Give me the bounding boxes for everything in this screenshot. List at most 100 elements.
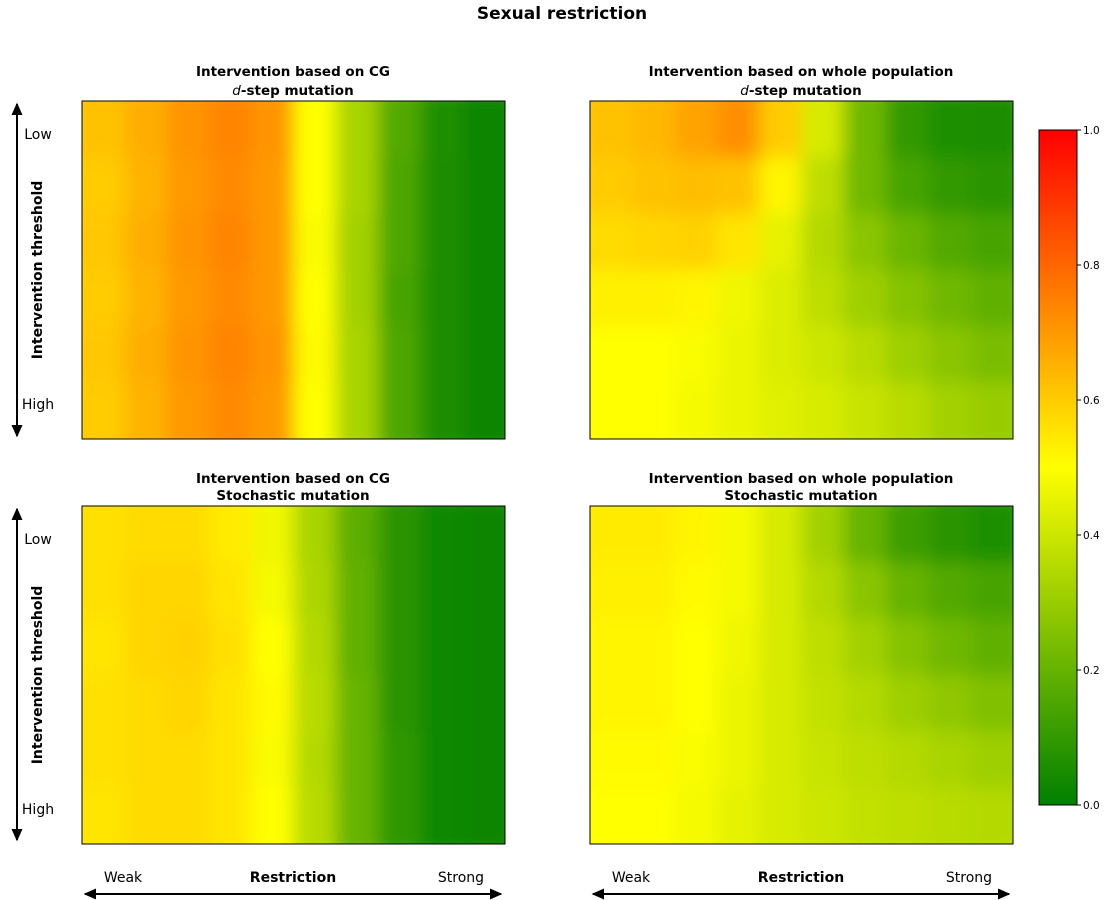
- heatmap-cell: [590, 731, 634, 789]
- heatmap-cell: [928, 213, 972, 271]
- heatmap-cell: [801, 787, 845, 844]
- colorbar-ticks: 0.0 0.2 0.4 0.6 0.8 1.0: [1077, 125, 1100, 812]
- heatmap-cell: [759, 675, 803, 733]
- heatmap-cell: [886, 157, 930, 215]
- heatmap-cell: [759, 562, 803, 620]
- panel-whole-dstep: Intervention based on whole population d…: [589, 64, 1014, 440]
- x-axis-label: Restriction: [250, 870, 336, 886]
- heatmap-cell: [462, 675, 505, 733]
- heatmap-cell: [886, 270, 930, 328]
- heatmap-cell: [82, 101, 126, 159]
- heatmap-cell: [590, 101, 634, 159]
- heatmap-cell: [674, 618, 718, 676]
- colorbar-tick-label: 0.4: [1083, 530, 1100, 542]
- colorbar-tick-label: 1.0: [1083, 125, 1100, 137]
- heatmap-cell: [208, 270, 253, 328]
- heatmap-cell: [82, 562, 126, 620]
- heatmap-cell: [716, 675, 761, 733]
- x-weak-label: Weak: [612, 870, 651, 886]
- heatmap-cell: [251, 618, 295, 676]
- heatmap-cell: [293, 562, 337, 620]
- heatmap-cell: [208, 618, 253, 676]
- heatmap-cell: [759, 787, 803, 844]
- heatmap-cell: [632, 157, 676, 215]
- heatmap-cell: [928, 618, 972, 676]
- heatmap-cell: [293, 675, 337, 733]
- heatmap-cell: [420, 675, 464, 733]
- heatmap-cell: [674, 506, 718, 564]
- panel-frame: [81, 100, 506, 440]
- heatmap-cell: [970, 562, 1013, 620]
- heatmap-cell: [251, 213, 295, 271]
- heatmap-cell: [82, 326, 126, 384]
- colorbar-gradient: [1038, 129, 1078, 806]
- heatmap-cell: [293, 506, 337, 564]
- heatmap-cell: [166, 213, 210, 271]
- heatmap-cell: [801, 270, 845, 328]
- heatmap-cell: [843, 675, 888, 733]
- heatmap-cell: [335, 506, 380, 564]
- heatmap-cell: [674, 326, 718, 384]
- heatmap-cell: [462, 618, 505, 676]
- heatmap-cell: [632, 731, 676, 789]
- heatmap-cell: [82, 157, 126, 215]
- heatmap-cell: [886, 382, 930, 439]
- heatmap-cell: [251, 157, 295, 215]
- heatmap-cell: [674, 382, 718, 439]
- heatmap-cell: [82, 675, 126, 733]
- heatmap-cell: [378, 787, 422, 844]
- heatmap-cell: [632, 326, 676, 384]
- heatmap-cell: [886, 675, 930, 733]
- heatmap-cell: [716, 562, 761, 620]
- heatmap-cell: [251, 101, 295, 159]
- heatmap-cell: [335, 382, 380, 439]
- heatmap-cell: [716, 618, 761, 676]
- heatmap-cell: [251, 270, 295, 328]
- panel-title-rest: Stochastic mutation: [724, 488, 877, 504]
- heatmap-cell: [378, 270, 422, 328]
- heatmap-cell: [166, 382, 210, 439]
- heatmap-cell: [166, 157, 210, 215]
- heatmap-cell: [378, 506, 422, 564]
- heatmap-cell: [124, 562, 168, 620]
- heatmap-cell: [632, 382, 676, 439]
- panel-cg-stochastic: Intervention based on CG Stochastic muta…: [81, 471, 506, 845]
- heatmap-cell: [124, 213, 168, 271]
- heatmap-cell: [843, 157, 888, 215]
- heatmap-cell: [462, 101, 505, 159]
- heatmap-cell: [335, 326, 380, 384]
- heatmap-cell: [716, 382, 761, 439]
- heatmap-cell: [759, 270, 803, 328]
- heatmap-cell: [801, 506, 845, 564]
- panel-frame: [589, 100, 1014, 440]
- heatmap-cell: [293, 157, 337, 215]
- heatmap-cell: [166, 270, 210, 328]
- heatmap-cell: [251, 326, 295, 384]
- heatmap-cell: [590, 326, 634, 384]
- heatmap-cell: [208, 675, 253, 733]
- heatmap-cell: [970, 506, 1013, 564]
- heatmap-cell: [82, 270, 126, 328]
- heatmap-cell: [843, 213, 888, 271]
- heatmap-cell: [166, 101, 210, 159]
- heatmap-cell: [590, 506, 634, 564]
- heatmap-cell: [335, 562, 380, 620]
- heatmap-cell: [378, 213, 422, 271]
- heatmap-cell: [716, 787, 761, 844]
- heatmap-cell: [928, 731, 972, 789]
- heatmap-cell: [462, 326, 505, 384]
- heatmap-cell: [886, 787, 930, 844]
- heatmap-cell: [420, 506, 464, 564]
- heatmap-cell: [251, 562, 295, 620]
- heatmap-cell: [420, 562, 464, 620]
- heatmap-cell: [124, 326, 168, 384]
- heatmap-cell: [420, 787, 464, 844]
- heatmap-cell: [590, 787, 634, 844]
- panel-title-line2: Stochastic mutation: [216, 488, 369, 504]
- heatmap-cell: [716, 101, 761, 159]
- heatmap-cell: [843, 382, 888, 439]
- heatmap-cell: [420, 157, 464, 215]
- heatmap-cell: [124, 618, 168, 676]
- heatmap-cell: [82, 787, 126, 844]
